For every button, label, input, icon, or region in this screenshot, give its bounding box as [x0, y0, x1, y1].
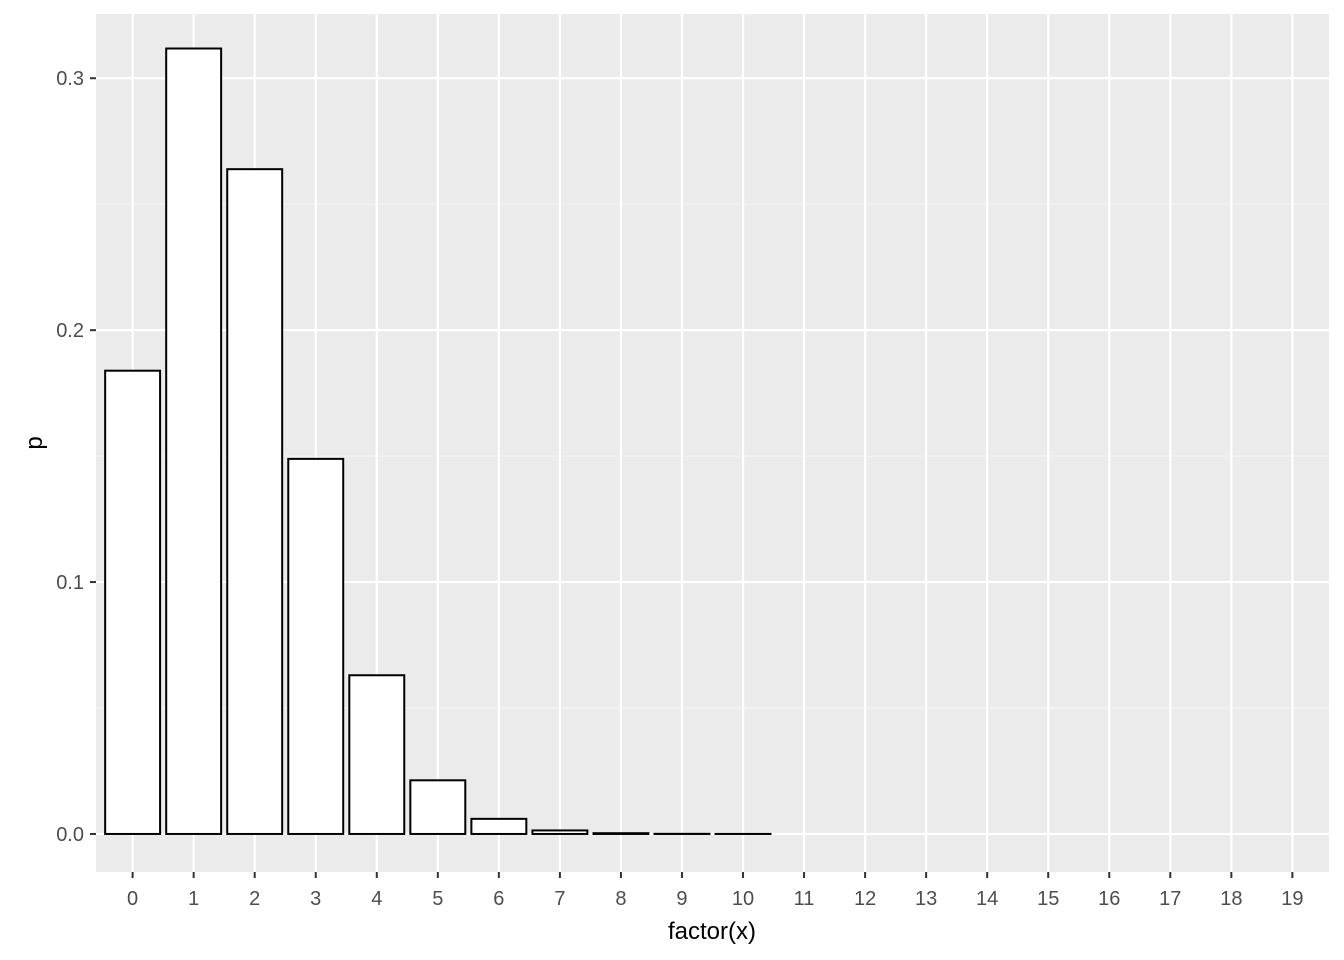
x-tick-label: 2: [249, 888, 260, 910]
bar-4: [348, 674, 406, 835]
bar-6: [470, 817, 528, 835]
x-tick-label: 12: [854, 888, 876, 910]
x-axis: 0 1 2 3 4 5 6 7 8 9 10 11 12 13 14 15 16 17 18 19: [127, 872, 1304, 910]
x-tick-label: 18: [1220, 888, 1242, 910]
bar-1: [165, 47, 223, 835]
y-axis-title: p: [21, 436, 48, 449]
x-tick-label: 1: [188, 888, 199, 910]
y-axis: 0.0 0.1 0.2 0.3: [56, 68, 96, 846]
x-tick-label: 5: [432, 888, 443, 910]
bar-8: [592, 832, 650, 835]
bar-5: [409, 779, 467, 835]
y-tick-label: 0.1: [56, 572, 84, 594]
x-tick-label: 0: [127, 888, 138, 910]
x-tick-label: 15: [1037, 888, 1059, 910]
x-tick-label: 11: [794, 888, 815, 910]
x-tick-label: 8: [615, 888, 626, 910]
x-tick-label: 14: [976, 888, 998, 910]
x-tick-label: 13: [915, 888, 937, 910]
x-tick-label: 7: [554, 888, 565, 910]
x-tick-label: 19: [1281, 888, 1303, 910]
bars: [104, 47, 772, 835]
x-tick-label: 9: [676, 888, 687, 910]
x-tick-label: 17: [1159, 888, 1181, 910]
bar-3: [287, 457, 345, 835]
y-tick-label: 0.3: [56, 68, 84, 90]
x-axis-title: factor(x): [668, 918, 756, 945]
x-tick-label: 4: [371, 888, 382, 910]
bar-7: [531, 829, 589, 835]
y-tick-label: 0.2: [56, 320, 84, 342]
x-tick-label: 10: [732, 888, 754, 910]
bar-0: [104, 369, 162, 835]
y-tick-label: 0.0: [56, 824, 84, 846]
x-tick-label: 3: [310, 888, 321, 910]
x-tick-label: 16: [1098, 888, 1120, 910]
bar-2: [226, 168, 284, 835]
x-tick-label: 6: [493, 888, 504, 910]
